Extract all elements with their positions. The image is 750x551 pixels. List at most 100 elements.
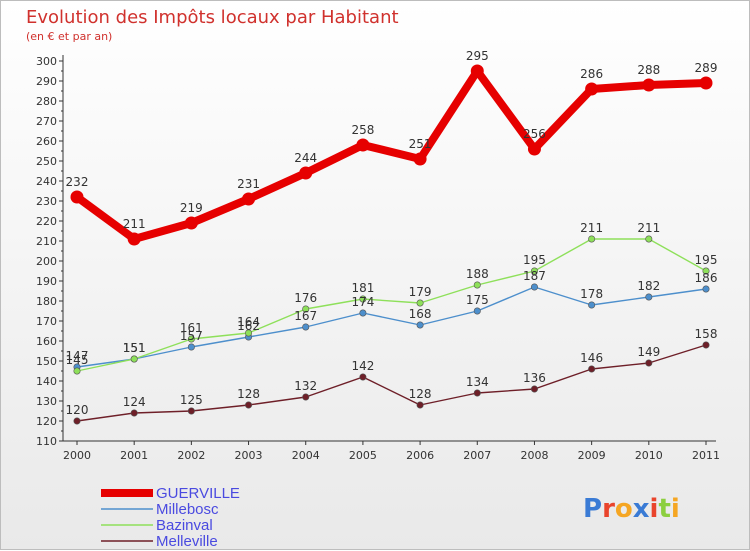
data-label-millebosc: 151: [123, 341, 146, 355]
data-label-melleville: 125: [180, 393, 203, 407]
data-label-melleville: 142: [351, 359, 374, 373]
legend-label-bazinval: Bazinval: [156, 517, 213, 534]
data-point-melleville: [302, 393, 310, 401]
data-point-melleville: [359, 373, 367, 381]
logo-letter: i: [650, 494, 659, 524]
data-point-melleville: [187, 407, 195, 415]
data-point-millebosc: [702, 285, 710, 293]
data-label-bazinval: 195: [523, 253, 546, 267]
data-point-melleville: [130, 409, 138, 417]
data-point-bazinval: [302, 305, 310, 313]
data-label-guerville: 289: [695, 61, 718, 75]
data-label-millebosc: 157: [180, 329, 203, 343]
logo-letter: x: [633, 494, 650, 524]
data-label-millebosc: 178: [580, 287, 603, 301]
data-point-bazinval: [702, 267, 710, 275]
data-label-bazinval: 211: [580, 221, 603, 235]
y-tick-label: 260: [36, 135, 57, 148]
data-label-bazinval: 161: [180, 321, 203, 335]
y-tick-label: 190: [36, 275, 57, 288]
legend-label-millebosc: Millebosc: [156, 501, 219, 518]
data-point-guerville: [70, 190, 84, 204]
data-point-melleville: [416, 401, 424, 409]
x-tick-label: 2009: [578, 449, 606, 462]
x-tick-label: 2002: [177, 449, 205, 462]
logo-letter: P: [583, 494, 602, 524]
x-tick-label: 2008: [520, 449, 548, 462]
data-point-millebosc: [359, 309, 367, 317]
logo-letter: r: [602, 494, 615, 524]
data-label-guerville: 211: [123, 217, 146, 231]
y-tick-label: 170: [36, 315, 57, 328]
data-label-guerville: 232: [66, 175, 89, 189]
y-tick-label: 160: [36, 335, 57, 348]
x-tick-label: 2001: [120, 449, 148, 462]
data-point-melleville: [245, 401, 253, 409]
x-tick-label: 2007: [463, 449, 491, 462]
data-label-guerville: 258: [351, 123, 374, 137]
data-label-melleville: 158: [695, 327, 718, 341]
data-point-millebosc: [473, 307, 481, 315]
data-label-millebosc: 186: [695, 271, 718, 285]
data-label-millebosc: 147: [66, 349, 89, 363]
data-label-bazinval: 164: [237, 315, 260, 329]
x-tick-label: 2006: [406, 449, 434, 462]
series-line-guerville: [73, 67, 710, 243]
data-label-guerville: 244: [294, 151, 317, 165]
data-label-melleville: 134: [466, 375, 489, 389]
data-label-guerville: 286: [580, 67, 603, 81]
data-label-millebosc: 174: [351, 295, 374, 309]
x-tick-label: 2003: [235, 449, 263, 462]
data-point-bazinval: [473, 281, 481, 289]
data-point-bazinval: [130, 355, 138, 363]
data-point-guerville: [413, 152, 427, 166]
data-label-bazinval: 188: [466, 267, 489, 281]
logo-letter: t: [658, 494, 670, 524]
data-point-guerville: [585, 82, 599, 96]
data-label-bazinval: 151: [123, 341, 146, 355]
data-point-guerville: [699, 76, 713, 90]
y-tick-label: 290: [36, 75, 57, 88]
y-tick-label: 300: [36, 55, 57, 68]
data-point-millebosc: [302, 323, 310, 331]
data-point-millebosc: [416, 321, 424, 329]
data-label-millebosc: 175: [466, 293, 489, 307]
data-point-melleville: [473, 389, 481, 397]
logo-letter: i: [671, 494, 680, 524]
data-label-melleville: 146: [580, 351, 603, 365]
data-label-guerville: 231: [237, 177, 260, 191]
y-tick-label: 220: [36, 215, 57, 228]
y-tick-label: 250: [36, 155, 57, 168]
data-label-melleville: 136: [523, 371, 546, 385]
y-tick-label: 110: [36, 435, 57, 448]
data-label-millebosc: 162: [237, 319, 260, 333]
x-tick-label: 2004: [292, 449, 320, 462]
y-tick-label: 180: [36, 295, 57, 308]
data-label-melleville: 128: [409, 387, 432, 401]
y-tick-label: 150: [36, 355, 57, 368]
data-point-bazinval: [187, 335, 195, 343]
data-label-guerville: 256: [523, 127, 546, 141]
x-tick-label: 2011: [692, 449, 720, 462]
data-label-guerville: 219: [180, 201, 203, 215]
y-tick-label: 120: [36, 415, 57, 428]
data-label-melleville: 132: [294, 379, 317, 393]
y-tick-label: 130: [36, 395, 57, 408]
legend-label-guerville: GUERVILLE: [156, 485, 240, 502]
y-tick-label: 230: [36, 195, 57, 208]
data-label-bazinval: 211: [637, 221, 660, 235]
data-label-melleville: 128: [237, 387, 260, 401]
proxiti-logo: Proxiti: [583, 494, 680, 524]
data-label-bazinval: 195: [695, 253, 718, 267]
data-point-melleville: [645, 359, 653, 367]
data-label-bazinval: 181: [351, 281, 374, 295]
data-label-millebosc: 182: [637, 279, 660, 293]
data-label-millebosc: 167: [294, 309, 317, 323]
data-point-bazinval: [359, 295, 367, 303]
legend-label-melleville: Melleville: [156, 533, 218, 550]
series-line-bazinval: [76, 238, 707, 372]
data-label-bazinval: 145: [66, 353, 89, 367]
chart-subtitle: (en € et par an): [26, 30, 112, 43]
